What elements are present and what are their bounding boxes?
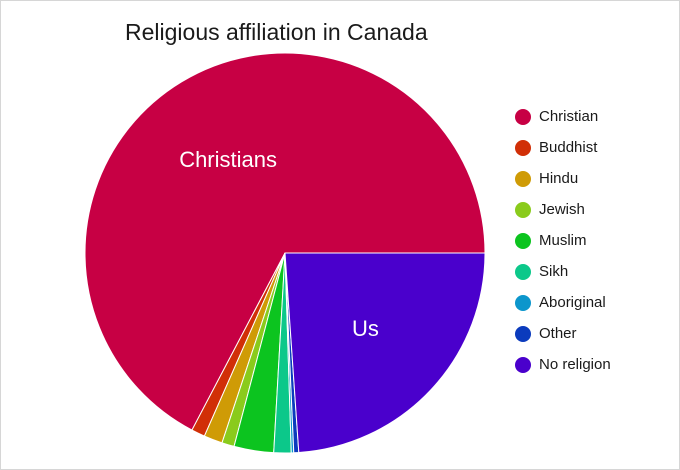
legend-label: Other	[539, 325, 577, 342]
pie-slice-christian[interactable]	[84, 52, 486, 431]
legend-item-no-religion[interactable]: No religion	[515, 349, 611, 380]
legend-swatch	[515, 294, 531, 311]
legend-label: Hindu	[539, 170, 579, 187]
legend-swatch	[515, 232, 531, 249]
legend-swatch	[515, 108, 531, 125]
legend-item-buddhist[interactable]: Buddhist	[515, 132, 611, 163]
legend-swatch	[515, 201, 531, 218]
legend-label: Sikh	[539, 263, 569, 280]
legend-swatch	[515, 356, 531, 373]
legend-swatch	[515, 139, 531, 156]
slice-label-us: Us	[352, 316, 379, 341]
legend-item-jewish[interactable]: Jewish	[515, 194, 611, 225]
legend-swatch	[515, 263, 531, 280]
legend-label: Buddhist	[539, 139, 598, 156]
legend-label: Christian	[539, 108, 599, 125]
legend-label: Muslim	[539, 232, 587, 249]
legend-item-christian[interactable]: Christian	[515, 101, 611, 132]
legend-item-muslim[interactable]: Muslim	[515, 225, 611, 256]
legend-swatch	[515, 170, 531, 187]
legend-label: Aboriginal	[539, 294, 606, 311]
legend-label: Jewish	[539, 201, 585, 218]
slice-label-christians: Christians	[179, 147, 277, 172]
legend-item-sikh[interactable]: Sikh	[515, 256, 611, 287]
legend-item-hindu[interactable]: Hindu	[515, 163, 611, 194]
legend-item-aboriginal[interactable]: Aboriginal	[515, 287, 611, 318]
legend-label: No religion	[539, 356, 611, 373]
chart-legend: Christian Buddhist Hindu Jewish Muslim Sikh Ab…	[515, 101, 611, 380]
legend-swatch	[515, 325, 531, 342]
pie-slice-no-religion[interactable]	[284, 252, 486, 454]
chart-title: Religious affiliation in Canada	[125, 19, 428, 45]
legend-item-other[interactable]: Other	[515, 318, 611, 349]
